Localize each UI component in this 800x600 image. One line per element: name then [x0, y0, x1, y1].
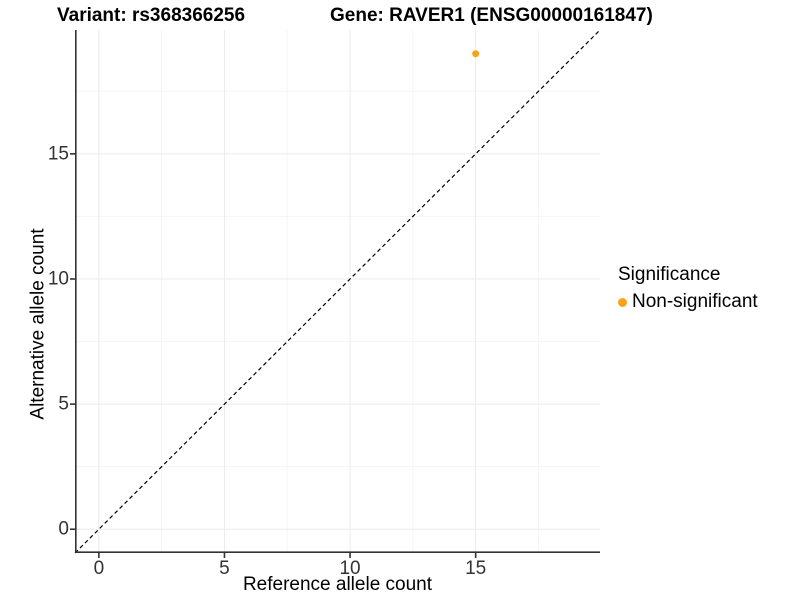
identity-line — [74, 29, 601, 554]
x-tick-label: 10 — [339, 558, 361, 579]
x-tick-label: 15 — [465, 558, 487, 579]
plot-panel — [70, 29, 601, 558]
legend: Significance Non-significant — [618, 264, 758, 314]
y-axis-title: Alternative allele count — [27, 228, 49, 420]
legend-item-non-significant: Non-significant — [618, 291, 758, 314]
x-tick-label: 5 — [219, 558, 230, 579]
y-tick-label: 15 — [47, 143, 69, 165]
plot-canvas — [70, 29, 601, 558]
data-point — [472, 50, 480, 58]
gene-title: Gene: RAVER1 (ENSG00000161847) — [330, 5, 653, 26]
y-tick-label: 5 — [58, 393, 69, 415]
x-tick-label: 0 — [93, 558, 105, 579]
y-tick-label: 0 — [58, 518, 69, 540]
variant-title: Variant: rs368366256 — [57, 5, 246, 26]
x-axis-title: Reference allele count — [242, 574, 433, 595]
legend-point-icon — [618, 297, 627, 307]
legend-title: Significance — [618, 264, 721, 285]
y-tick-label: 10 — [47, 268, 69, 290]
legend-item-label: Non-significant — [632, 290, 758, 312]
